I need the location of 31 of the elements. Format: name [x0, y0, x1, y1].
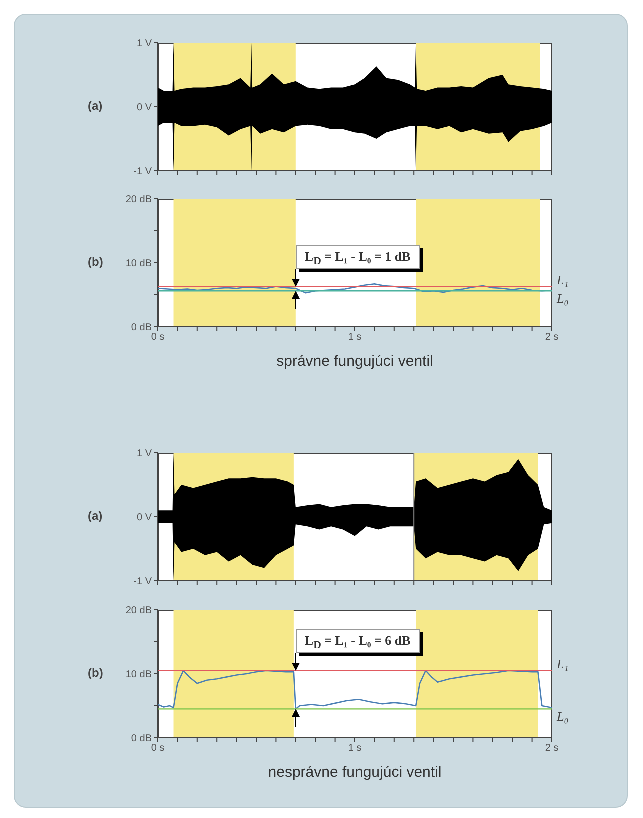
text: nesprávne fungujúci ventil — [267, 764, 443, 781]
ref-line-label: L₀ — [556, 708, 569, 724]
text: (b) — [88, 666, 104, 680]
y-tick-label: 0 dB — [131, 322, 152, 334]
x-tick-label: 1 s — [348, 332, 362, 344]
y-tick-label: 0 V — [136, 102, 152, 114]
ref-line-label: L₁ — [556, 656, 569, 672]
x-tick-label: 2 s — [545, 743, 559, 754]
x-tick-label: 0 s — [151, 332, 165, 344]
y-tick-label: 1 V — [136, 448, 152, 460]
text: (b) — [88, 255, 104, 269]
y-tick-label: -1 V — [134, 166, 152, 178]
ref-line-label: L₁ — [556, 272, 569, 288]
annotation: L$_{D}$ = L₁ - L₀ = 6 dB — [296, 628, 420, 653]
x-tick-label: 0 s — [151, 743, 165, 754]
x-tick-label: 1 s — [348, 743, 362, 754]
y-tick-label: 10 dB — [126, 258, 152, 270]
y-tick-label: 10 dB — [126, 670, 152, 681]
y-tick-label: 0 dB — [131, 734, 152, 745]
text: správne fungujúci ventil — [276, 353, 434, 370]
annotation: L$_{D}$ = L₁ - L₀ = 1 dB — [296, 244, 420, 269]
ref-line-label: L₀ — [556, 290, 569, 306]
y-tick-label: 0 V — [136, 512, 152, 524]
y-tick-label: 20 dB — [126, 606, 152, 617]
text: (a) — [88, 509, 103, 523]
x-tick-label: 2 s — [545, 332, 559, 344]
y-tick-label: -1 V — [134, 576, 152, 588]
y-tick-label: 1 V — [136, 38, 152, 50]
line-series — [158, 283, 552, 294]
y-tick-label: 20 dB — [126, 194, 152, 206]
text: (a) — [88, 99, 103, 113]
